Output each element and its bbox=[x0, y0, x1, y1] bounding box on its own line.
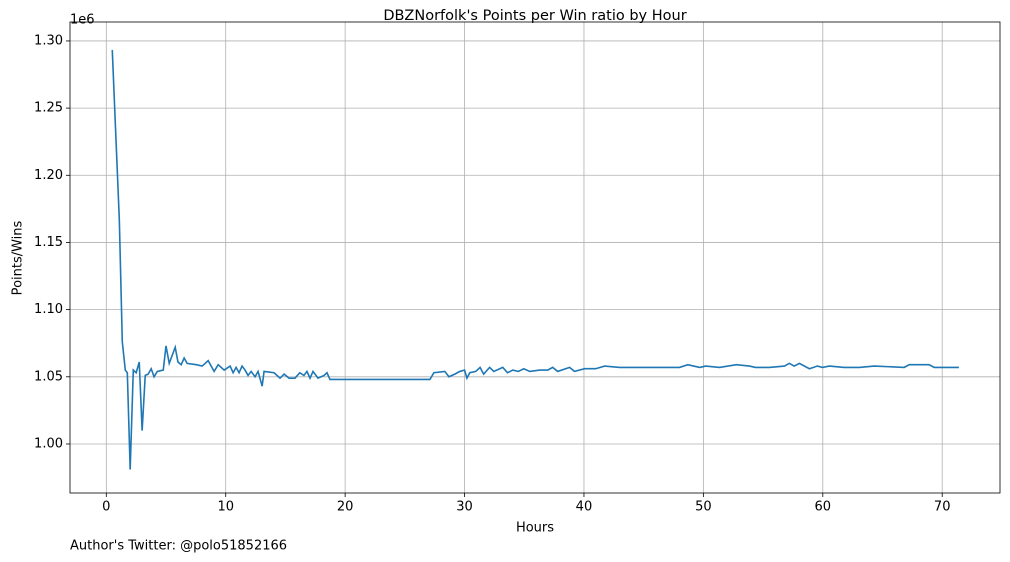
footer: Author's Twitter: @polo51852166 bbox=[70, 539, 287, 554]
y-offset-label: 1e6 bbox=[70, 13, 95, 28]
x-tick-label: 30 bbox=[456, 500, 473, 515]
y-tick-label: 1.00 bbox=[34, 436, 63, 451]
chart-title: DBZNorfolk's Points per Win ratio by Hou… bbox=[383, 8, 686, 24]
y-tick-label: 1.20 bbox=[34, 168, 63, 183]
y-axis-label: Points/Wins bbox=[11, 220, 26, 295]
plot-frame bbox=[69, 21, 1001, 494]
data-line bbox=[111, 49, 959, 470]
y-tick-label: 1.30 bbox=[34, 33, 63, 48]
x-tick-label: 10 bbox=[217, 500, 234, 515]
y-tick-label: 1.15 bbox=[34, 235, 63, 250]
x-tick-label: 40 bbox=[576, 500, 593, 515]
y-tick-label: 1.05 bbox=[34, 369, 63, 384]
x-tick-label: 0 bbox=[102, 500, 110, 515]
x-tick-label: 20 bbox=[337, 500, 354, 515]
x-axis-label: Hours bbox=[516, 521, 554, 536]
y-tick-label: 1.10 bbox=[34, 302, 63, 317]
x-tick-label: 70 bbox=[934, 500, 951, 515]
x-tick-label: 60 bbox=[815, 500, 832, 515]
x-tick-label: 50 bbox=[695, 500, 712, 515]
y-tick-label: 1.25 bbox=[34, 101, 63, 116]
